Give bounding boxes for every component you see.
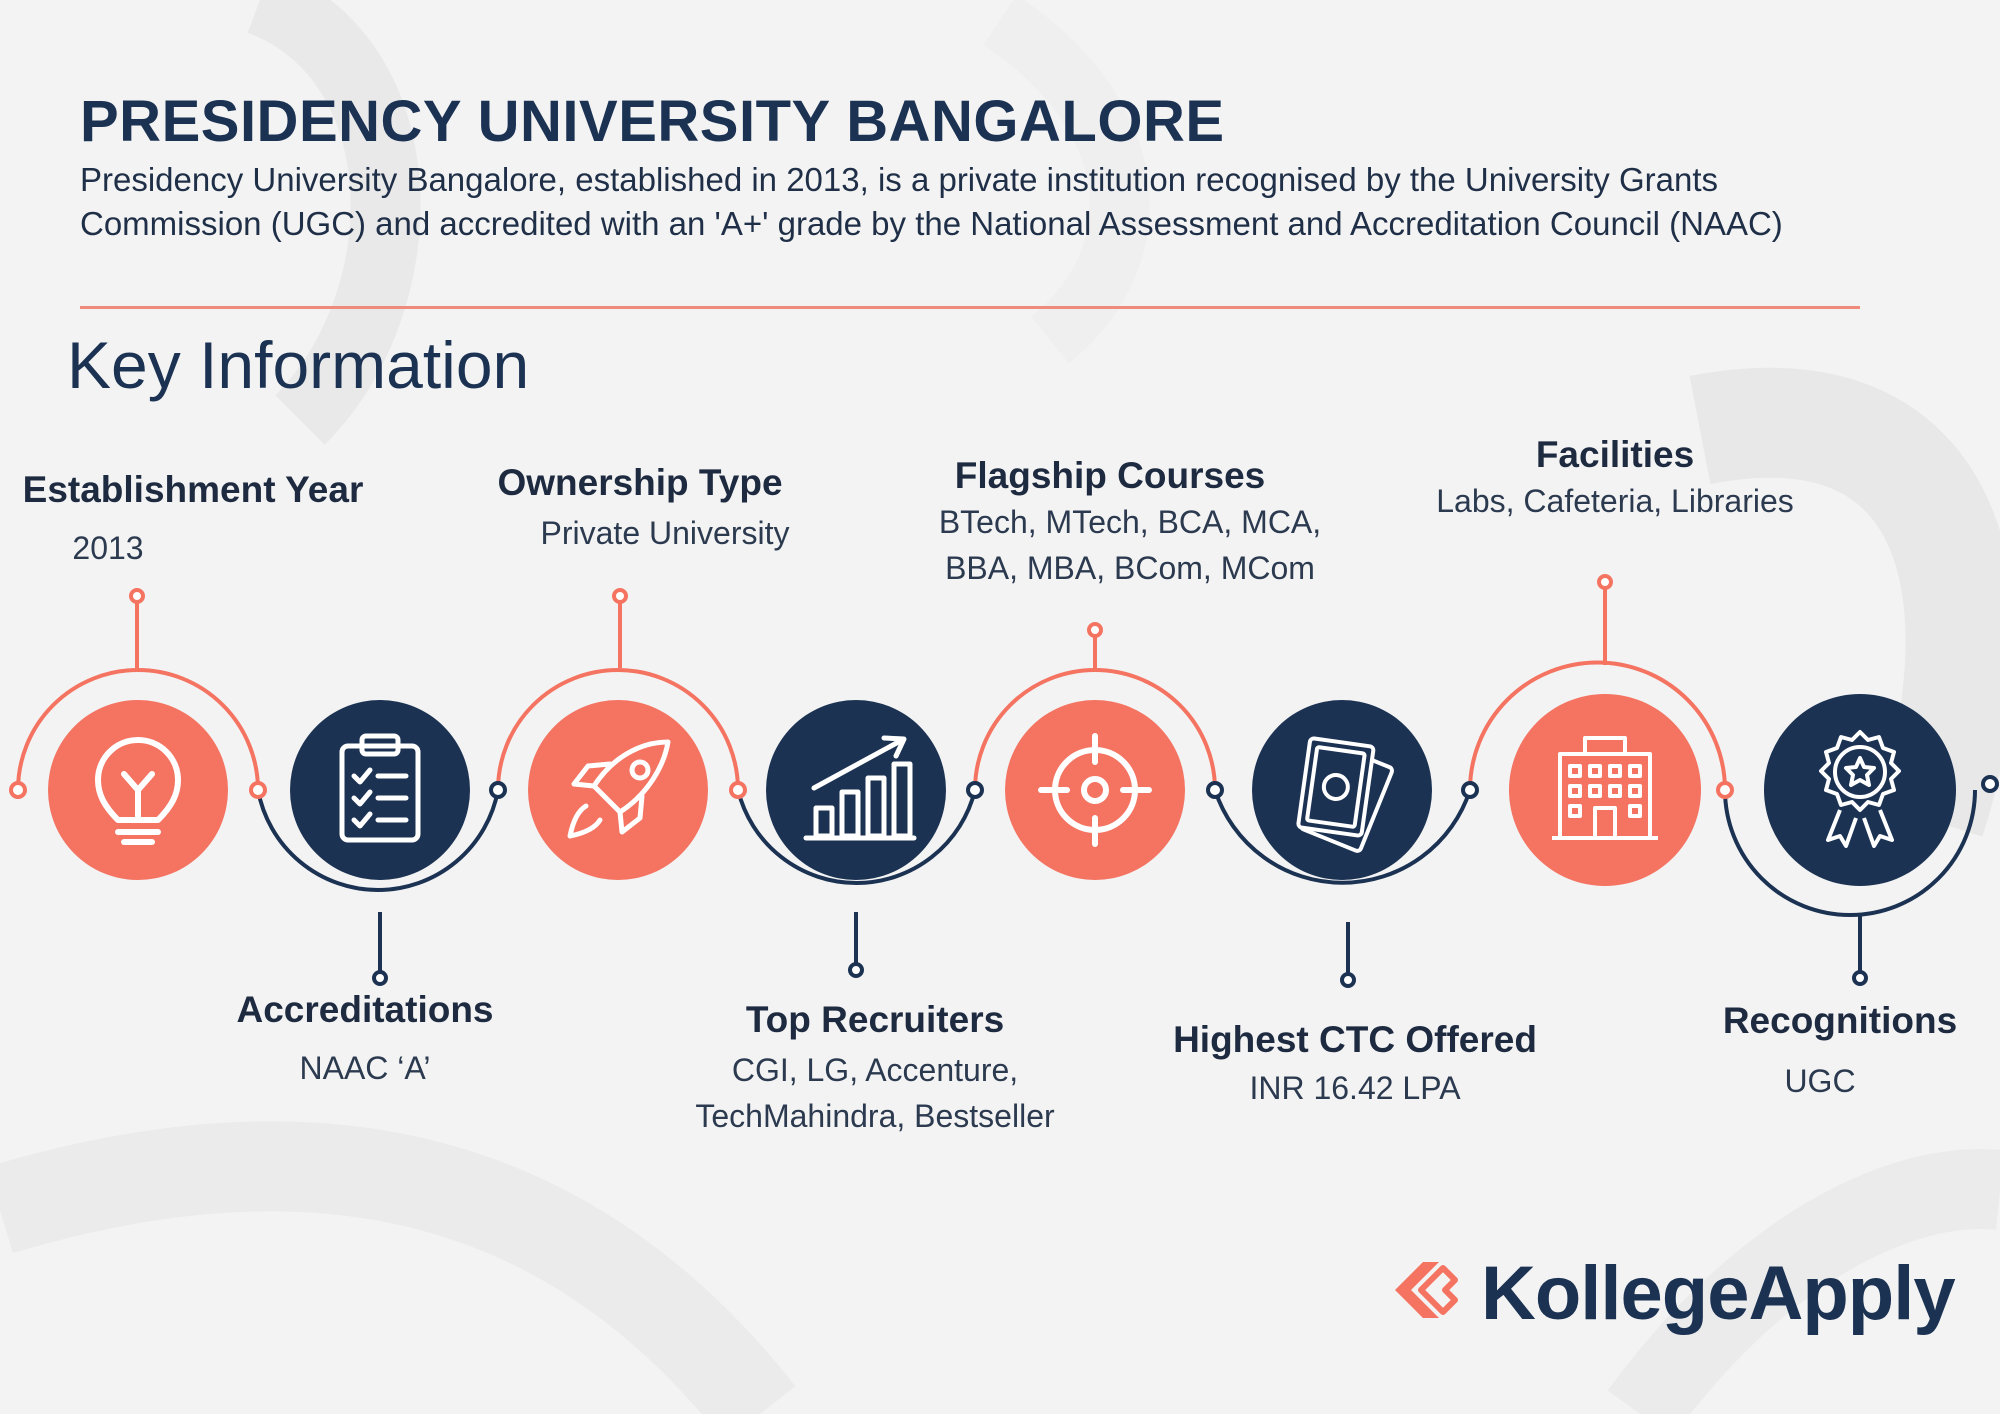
clipboard-checklist-icon xyxy=(290,700,470,880)
brand-logo: KollegeApply xyxy=(1385,1248,1956,1336)
item-heading: Top Recruiters xyxy=(745,999,1005,1040)
building-icon xyxy=(1509,694,1701,886)
award-badge-icon xyxy=(1764,694,1956,886)
lightbulb-icon xyxy=(48,700,228,880)
item-value-line-1: CGI, LG, Accenture, xyxy=(731,1052,1019,1088)
item-heading: Establishment Year xyxy=(22,469,364,510)
item-heading: Accreditations xyxy=(236,989,494,1030)
item-highest-ctc: Highest CTC Offered INR 16.42 LPA xyxy=(1145,1017,1565,1111)
page-title: PRESIDENCY UNIVERSITY BANGALORE xyxy=(80,89,1225,154)
item-value: Labs, Cafeteria, Libraries xyxy=(1436,483,1794,519)
rocket-icon xyxy=(528,700,708,880)
item-value: NAAC ‘A’ xyxy=(299,1050,431,1086)
item-recognitions: Recognitions UGC xyxy=(1630,998,2000,1104)
item-establishment-year: Establishment Year 2013 xyxy=(0,467,403,571)
item-ownership-type: Ownership Type Private University xyxy=(430,460,850,556)
item-value: 2013 xyxy=(72,530,144,566)
item-heading: Facilities xyxy=(1535,434,1695,475)
brand-name: KollegeApply xyxy=(1481,1251,1956,1336)
item-heading: Flagship Courses xyxy=(954,455,1266,496)
target-icon xyxy=(1005,700,1185,880)
item-facilities: Facilities Labs, Cafeteria, Libraries xyxy=(1405,432,1825,524)
item-value-line-2: TechMahindra, Bestseller xyxy=(695,1098,1055,1134)
money-icon xyxy=(1252,700,1432,880)
item-value: INR 16.42 LPA xyxy=(1249,1070,1461,1106)
item-value: Private University xyxy=(540,515,790,551)
brand-chevron-icon xyxy=(1395,1262,1458,1318)
item-value-line-1: BTech, MTech, BCA, MCA, xyxy=(938,504,1322,540)
item-top-recruiters: Top Recruiters CGI, LG, Accenture, TechM… xyxy=(665,997,1085,1139)
bar-chart-growth-icon xyxy=(766,700,946,880)
item-accreditations: Accreditations NAAC ‘A’ xyxy=(155,987,575,1091)
item-heading: Highest CTC Offered xyxy=(1173,1019,1537,1060)
item-value: UGC xyxy=(1784,1063,1856,1099)
section-title: Key Information xyxy=(67,328,530,402)
intro-description: Presidency University Bangalore, establi… xyxy=(80,161,1783,242)
item-heading: Recognitions xyxy=(1722,1000,1958,1041)
item-heading: Ownership Type xyxy=(497,462,783,503)
item-flagship-courses: Flagship Courses BTech, MTech, BCA, MCA,… xyxy=(920,453,1340,591)
header-divider xyxy=(80,306,1860,309)
item-value-line-2: BBA, MBA, BCom, MCom xyxy=(945,550,1315,586)
